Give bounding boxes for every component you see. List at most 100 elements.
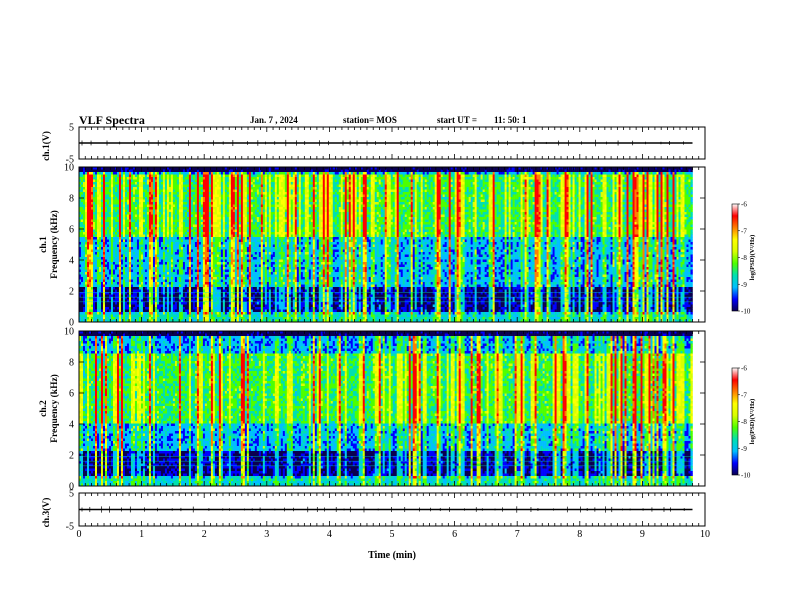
spectrogram-cell — [211, 172, 213, 175]
spectrogram-cell — [571, 170, 573, 173]
spectrogram-cell — [457, 170, 459, 173]
spectrogram-cell — [91, 175, 93, 178]
spectrogram-cell — [97, 172, 99, 175]
spectrogram-cell — [189, 170, 191, 173]
spectrogram-cell — [281, 172, 283, 175]
spectrogram-cell — [684, 175, 686, 178]
spectrogram-cell — [235, 172, 237, 175]
spectrogram-cell — [607, 175, 609, 178]
spectrogram-cell — [313, 170, 315, 173]
spectrogram-cell — [109, 172, 111, 175]
spectrogram-cell — [495, 170, 497, 173]
spectrogram-cell — [431, 175, 433, 178]
spectrogram-cell — [589, 175, 591, 178]
spectrogram-cell — [555, 172, 557, 175]
spectrogram-cell — [363, 172, 365, 175]
spectrogram-cell — [125, 172, 127, 175]
spectrogram-cell — [447, 175, 449, 178]
spectrogram-cell — [639, 172, 641, 175]
spectrogram-cell — [543, 172, 545, 175]
spectrogram-cell — [325, 170, 327, 173]
spectrogram-cell — [631, 172, 633, 175]
spectrogram-cell — [103, 175, 105, 178]
spectrogram-cell — [399, 175, 401, 178]
spectrogram-cell — [85, 175, 87, 178]
spectrogram-cell — [87, 175, 89, 178]
spectrogram-cell — [653, 175, 655, 178]
spectrogram-cell — [671, 175, 673, 178]
spectrogram-cell — [353, 172, 355, 175]
spectrogram-cell — [557, 170, 559, 173]
spectrogram-cell — [129, 175, 131, 178]
spectrogram-cell — [177, 172, 179, 175]
spectrogram-cell — [165, 177, 167, 180]
spectrogram-cell — [655, 172, 657, 175]
spectrogram-cell — [127, 175, 129, 178]
spectrogram-cell — [559, 170, 561, 173]
spectrogram-cell — [563, 172, 565, 175]
spectrogram-cell — [571, 175, 573, 178]
spectrogram-cell — [451, 170, 453, 173]
spectrogram-cell — [423, 175, 425, 178]
spectrogram-cell — [549, 170, 551, 173]
spectrogram-cell — [543, 175, 545, 178]
spectrogram-cell — [357, 175, 359, 178]
spectrogram-cell — [249, 172, 251, 175]
spectrogram-cell — [515, 172, 517, 175]
spectrogram-cell — [663, 175, 665, 178]
spectrogram-cell — [688, 175, 690, 178]
spectrogram-cell — [211, 175, 213, 178]
spectrogram-cell — [279, 172, 281, 175]
spectrogram-cell — [133, 175, 135, 178]
spectrogram-cell — [149, 170, 151, 173]
spectrogram-cell — [181, 172, 183, 175]
spectrogram-cell — [389, 170, 391, 173]
spectrogram-cell — [243, 172, 245, 175]
spectrogram-cell — [425, 172, 427, 175]
spectrogram-cell — [285, 175, 287, 178]
spectrogram-cell — [515, 175, 517, 178]
spectrogram-cell — [533, 170, 535, 173]
spectrogram-cell — [295, 170, 297, 173]
spectrogram-cell — [357, 172, 359, 175]
spectrogram-cell — [331, 172, 333, 175]
spectrogram-cell — [143, 177, 145, 180]
spectrogram-cell — [549, 175, 551, 178]
spectrogram-cell — [315, 172, 317, 175]
spectrogram-cell — [183, 172, 185, 175]
spectrogram-cell — [181, 170, 183, 173]
spectrogram-cell — [537, 172, 539, 175]
spectrogram-cell — [153, 177, 155, 180]
spectrogram-cell — [295, 172, 297, 175]
spectrogram-cell — [539, 170, 541, 173]
spectrogram-cell — [99, 172, 101, 175]
spectrogram-cell — [169, 170, 171, 173]
spectrogram-cell — [271, 172, 273, 175]
spectrogram-cell — [429, 172, 431, 175]
spectrogram-cell — [383, 175, 385, 178]
spectrogram-cell — [311, 175, 313, 178]
spectrogram-cell — [251, 172, 253, 175]
spectrogram-cell — [273, 172, 275, 175]
spectrogram-cell — [499, 175, 501, 178]
spectrogram-cell — [355, 175, 357, 178]
spectrogram-cell — [609, 175, 611, 178]
spectrogram-cell — [341, 175, 343, 178]
spectrogram-cell — [279, 175, 281, 178]
spectrogram-cell — [453, 175, 455, 178]
spectrogram-cell — [519, 170, 521, 173]
spectrogram-cell — [595, 175, 597, 178]
spectrogram-cell — [307, 170, 309, 173]
spectrogram-cell — [289, 170, 291, 173]
spectrogram-cell — [507, 175, 509, 178]
spectrogram-cell — [513, 172, 515, 175]
spectrogram-cell — [577, 175, 579, 178]
spectrogram-cell — [373, 175, 375, 178]
spectrogram-cell — [147, 172, 149, 175]
spectrogram-cell — [565, 172, 567, 175]
spectrogram-cell — [511, 175, 513, 178]
spectrogram-cell — [175, 175, 177, 178]
spectrogram-cell — [643, 170, 645, 173]
spectrogram-cell — [393, 170, 395, 173]
spectrogram-cell — [629, 175, 631, 178]
